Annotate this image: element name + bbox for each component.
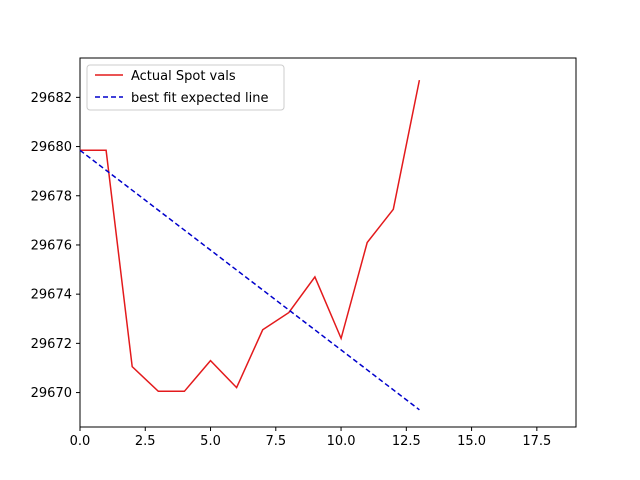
x-tick-label: 12.5 [392,434,421,449]
y-tick-label: 29674 [31,288,72,303]
series-line-best-fit-line [79,149,420,411]
series-layer [79,79,421,411]
x-tick-label: 7.5 [265,434,286,449]
x-axis: 0.0 2.5 5.0 7.5 10.0 12.5 15.0 17.5 [70,427,551,449]
legend: Actual Spot vals best fit expected line [86,64,285,111]
y-tick-label: 29678 [31,189,72,204]
legend-label-actual: Actual Spot vals [131,69,236,84]
y-tick-label: 29680 [31,140,72,155]
y-tick-label: 29670 [31,386,72,401]
legend-label-best-fit: best fit expected line [131,91,268,106]
x-tick-label: 15.0 [457,434,486,449]
plot-area [79,57,577,428]
plot-frame [79,57,577,428]
y-axis: 29670 29672 29674 29676 29678 29680 29682 [31,91,80,401]
x-tick-label: 5.0 [200,434,221,449]
y-tick-label: 29682 [31,91,72,106]
x-tick-label: 2.5 [135,434,156,449]
x-tick-label: 17.5 [522,434,551,449]
y-tick-label: 29676 [31,238,72,253]
x-tick-label: 0.0 [70,434,91,449]
y-tick-label: 29672 [31,337,72,352]
x-tick-label: 10.0 [327,434,356,449]
series-line-actual-spot-vals [80,79,421,393]
legend-box [86,64,285,111]
